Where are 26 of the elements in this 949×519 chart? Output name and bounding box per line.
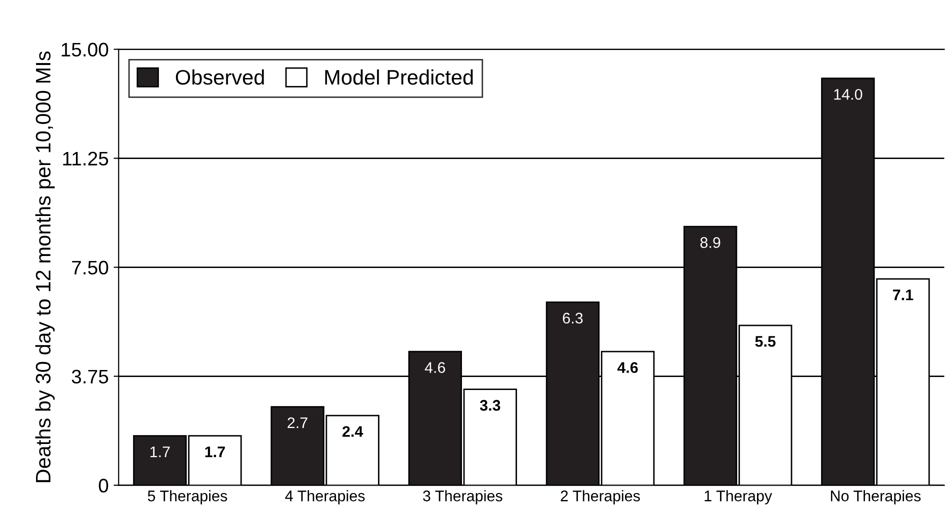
data-label: 2.7 <box>288 417 308 428</box>
x-tick-label: 2 Therapies <box>560 490 640 504</box>
data-label: 2.4 <box>342 426 364 437</box>
legend-label: Observed <box>176 69 264 85</box>
y-tick-label: 7.50 <box>72 260 108 275</box>
y-tick-label: 15.00 <box>62 42 108 57</box>
data-label: 4.6 <box>424 362 446 373</box>
data-label: 5.5 <box>755 336 776 347</box>
legend-label: Model Predicted <box>325 69 473 85</box>
data-label: 1.7 <box>205 446 225 458</box>
data-label: 1.7 <box>150 446 170 458</box>
x-tick-label: 1 Therapy <box>704 490 772 504</box>
y-tick-label: 11.25 <box>63 152 108 166</box>
x-tick-label: 3 Therapies <box>423 490 502 504</box>
y-axis-title: Deaths by 30 day to 12 months per 10,000 MIs <box>35 51 55 482</box>
data-label: 3.3 <box>480 400 500 411</box>
data-label: 7.1 <box>893 290 914 300</box>
data-label: 8.9 <box>700 237 720 248</box>
data-label: 4.6 <box>617 362 638 373</box>
y-tick-label: 3.75 <box>72 370 108 384</box>
x-tick-label: No Therapies <box>830 490 921 504</box>
x-tick-label: 5 Therapies <box>148 490 228 504</box>
data-label: 6.3 <box>562 312 583 324</box>
x-tick-label: 4 Therapies <box>285 490 365 504</box>
y-tick-label: 0 <box>98 478 108 492</box>
data-label: 14.0 <box>834 88 862 100</box>
